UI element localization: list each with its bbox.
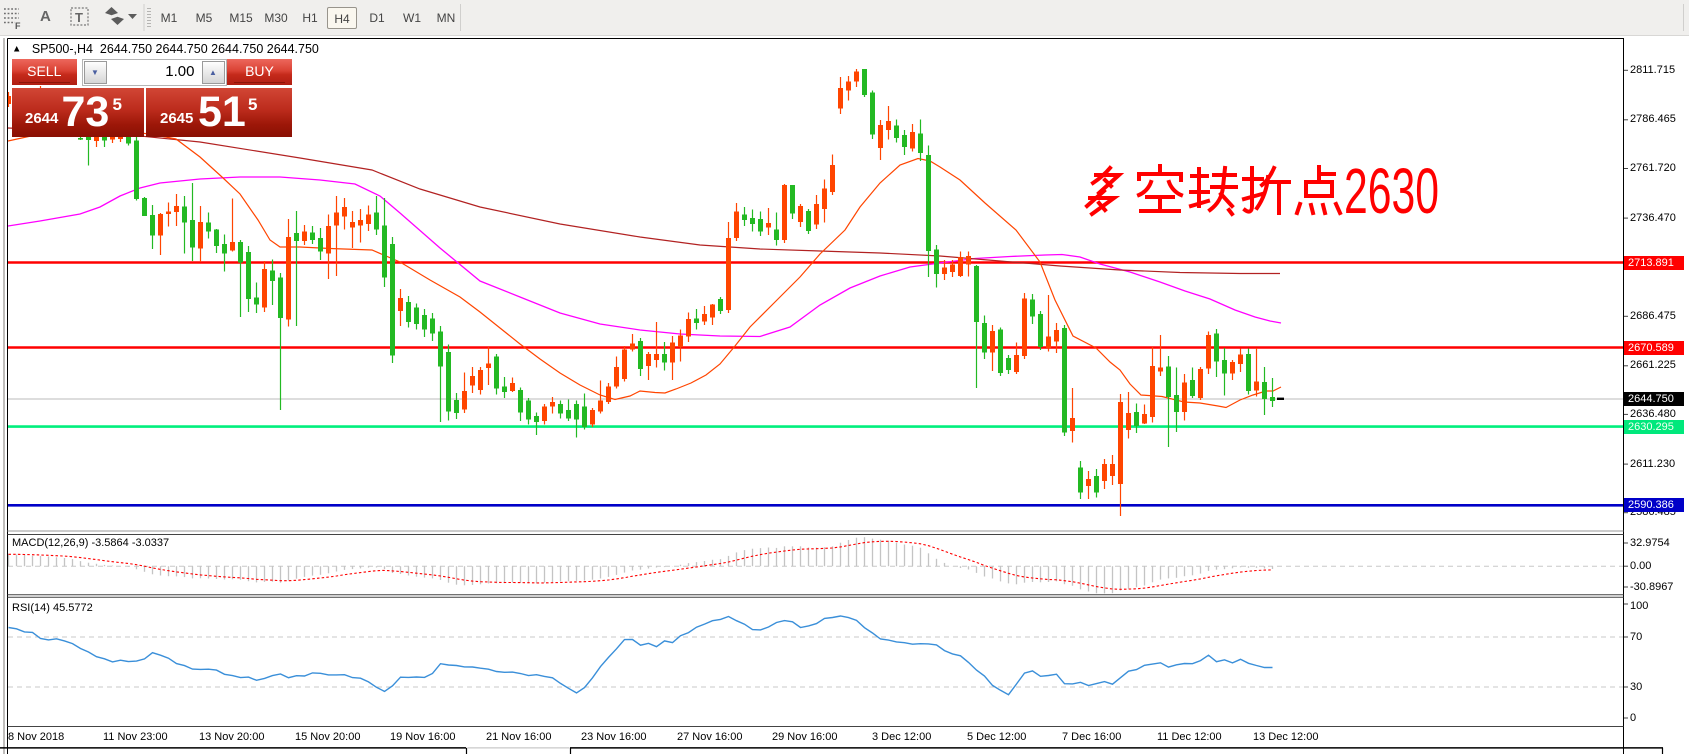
svg-text:T: T <box>75 10 83 25</box>
svg-text:2630: 2630 <box>1344 155 1439 227</box>
svg-text:A: A <box>40 8 51 25</box>
svg-text:MACD(12,26,9) -3.5864 -3.0337: MACD(12,26,9) -3.5864 -3.0337 <box>12 537 169 549</box>
svg-text:RSI(14) 45.5772: RSI(14) 45.5772 <box>12 602 93 614</box>
svg-text:F: F <box>15 21 21 31</box>
